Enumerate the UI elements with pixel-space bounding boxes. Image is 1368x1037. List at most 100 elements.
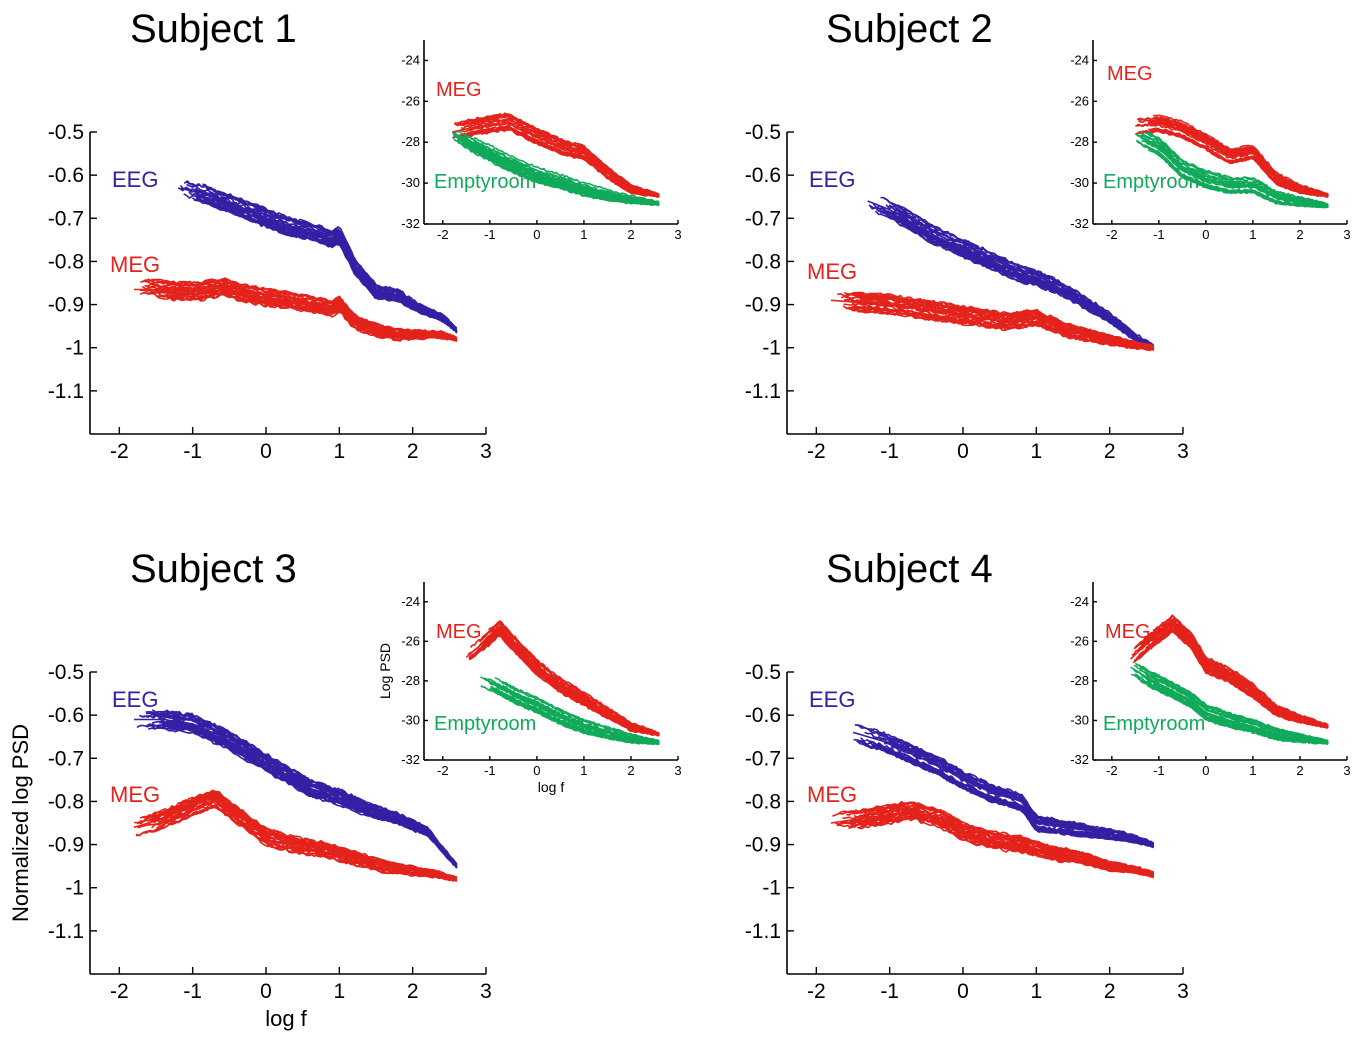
subject3-main-x-tick-label: -1 <box>183 980 202 1003</box>
subject3-inset-y-tick-label: -28 <box>401 673 420 688</box>
subject1-main-trace-meg <box>152 280 458 340</box>
subject4-inset-x-tick-label: 0 <box>1202 763 1209 778</box>
subject4-inset-series-emptyroom <box>1130 662 1329 745</box>
subject2-main-label-eeg: EEG <box>809 167 855 192</box>
subject2-inset-x-tick-label: 2 <box>1296 227 1303 242</box>
subject4-inset-y-tick-label: -26 <box>1070 633 1089 648</box>
subject1-main-trace-meg <box>169 293 457 342</box>
subject2-inset-series-emptyroom <box>1134 130 1329 209</box>
subject2-main-y-tick-label: -0.8 <box>745 250 781 273</box>
subject4-inset-trace-meg <box>1137 629 1329 729</box>
subject1-main-x-tick-label: -1 <box>183 440 202 463</box>
subject2-main-y-tick-label: -0.9 <box>745 294 781 317</box>
subject4-main-trace-eeg <box>870 745 1154 847</box>
subject1-main-x-tick-label: 3 <box>480 440 492 463</box>
subject4-main-series-eeg <box>852 724 1155 849</box>
subject2-main-x-tick-label: 0 <box>957 440 969 463</box>
subject3-main-series-meg <box>133 789 458 883</box>
subject3-main-y-tick-label: -0.6 <box>48 704 84 727</box>
subject3-inset-trace-meg <box>488 620 660 735</box>
subject2-main-series-meg <box>830 291 1155 352</box>
subject2-inset-trace-emptyroom <box>1146 131 1329 206</box>
subject3-main-trace-meg <box>146 791 457 881</box>
subject4-inset-trace-meg <box>1152 625 1329 729</box>
subject4-inset-trace-meg <box>1141 618 1329 726</box>
subject3-main-y-tick-label: -0.9 <box>48 834 84 857</box>
subject2-inset-x-tick-label: 1 <box>1249 227 1256 242</box>
subject3-main-series-line-eeg <box>134 718 458 867</box>
subject1-inset-y-tick-label: -32 <box>401 216 420 231</box>
subject3-main-series-line-meg <box>133 796 457 880</box>
subject3-main-label-eeg: EEG <box>112 687 158 712</box>
subject4-inset-axes: -2 -1 0 1 2 3 -24 -26 -28 -30 -32 <box>1070 582 1351 778</box>
subject3-inset-x-label: log f <box>538 779 565 795</box>
subject4-inset-x-tick-label: 3 <box>1343 763 1350 778</box>
subject1-inset-trace-emptyroom <box>456 139 660 206</box>
subject2-main-x-tick-label: -1 <box>880 440 899 463</box>
subject3-main-x-tick-label: 3 <box>480 980 492 1003</box>
subject3-main-series-eeg <box>134 709 458 869</box>
subject1-inset-x-tick-label: 2 <box>627 227 634 242</box>
subject1-main-trace-meg <box>155 292 458 342</box>
subject4-main-trace-eeg <box>857 724 1154 845</box>
subject1-main-trace-eeg <box>183 193 458 334</box>
subject1-inset-trace-emptyroom <box>473 137 660 203</box>
subject4-main-y-tick-label: -0.5 <box>745 661 781 684</box>
subject1-inset-x-tick-label: -1 <box>484 227 496 242</box>
subject3-inset-series-meg <box>465 620 660 737</box>
subject3-inset-trace-emptyroom <box>480 685 660 745</box>
subject3-inset-axes: -2 -1 0 1 2 3 -24 -26 -28 -30 -32 <box>401 582 682 778</box>
subject2-main-y-tick-label: -1 <box>762 337 781 360</box>
subject4-inset-x-tick-label: 2 <box>1296 763 1303 778</box>
subject4-inset-trace-emptyroom <box>1150 674 1329 743</box>
subject1-inset-series-emptyroom <box>451 130 660 207</box>
subject3-main-y-tick-label: -0.8 <box>48 790 84 813</box>
subject3-inset-x-tick-label: 3 <box>674 763 681 778</box>
subject4-main-y-tick-label: -1 <box>762 877 781 900</box>
subject2-main-trace-meg <box>845 306 1154 350</box>
subject2-main-x-tick-label: 1 <box>1030 440 1042 463</box>
subject1-main-x-tick-label: 2 <box>407 440 419 463</box>
subject2-inset-label-meg: MEG <box>1107 63 1153 85</box>
subject1-main-x-tick-label: 0 <box>260 440 272 463</box>
subject4-main-trace-meg <box>858 817 1154 879</box>
subject4-main-x-tick-label: -1 <box>880 980 899 1003</box>
subject2-main-x-tick-label: -2 <box>807 440 826 463</box>
subject3-main-trace-meg <box>135 806 457 882</box>
subject2-title: Subject 2 <box>826 7 993 51</box>
subject2-main-y-tick-label: -0.7 <box>745 207 781 230</box>
subject1-main-y-tick-label: -0.6 <box>48 164 84 187</box>
subject2-main-trace-meg <box>857 302 1155 351</box>
subject2-inset-trace-emptyroom <box>1148 149 1329 209</box>
subject4-title: Subject 4 <box>826 547 993 591</box>
subject2-main-y-tick-label: -0.5 <box>745 121 781 144</box>
subject1-inset-series-line-emptyroom <box>451 131 660 205</box>
subject3-main-label-meg: MEG <box>110 782 160 807</box>
subject3-inset-x-tick-label: -1 <box>484 763 496 778</box>
subject1-main-y-tick-label: -0.9 <box>48 294 84 317</box>
subject2-inset-series-meg <box>1135 114 1329 198</box>
subject1-main-series-line-eeg <box>177 187 458 332</box>
subject1-main-label-eeg: EEG <box>112 167 158 192</box>
subject4-inset-y-tick-label: -30 <box>1070 712 1089 727</box>
subject4-inset-label-emptyroom: Emptyroom <box>1103 713 1205 735</box>
subject4-main-x-tick-label: 2 <box>1104 980 1116 1003</box>
subject4-inset-x-tick-label: -1 <box>1153 763 1165 778</box>
subject4-main-trace-meg <box>851 803 1154 875</box>
subject2-main-trace-eeg <box>888 204 1154 348</box>
subject3-title: Subject 3 <box>130 547 297 591</box>
subject2-inset-trace-meg <box>1155 115 1329 196</box>
subject2-inset-label-emptyroom: Emptyroom <box>1103 171 1205 193</box>
subject1-title: Subject 1 <box>130 7 297 51</box>
subject1-main-y-tick-label: -1 <box>65 337 84 360</box>
subject2-main-trace-meg <box>855 298 1154 348</box>
subject3-main-trace-eeg <box>148 711 458 868</box>
subject3-inset-y-tick-label: -32 <box>401 752 420 767</box>
subject1-main-trace-eeg <box>179 187 458 332</box>
subject4-inset-x-tick-label: -2 <box>1106 763 1118 778</box>
subject3-inset-x-tick-label: 2 <box>627 763 634 778</box>
subject4-inset-label-meg: MEG <box>1105 621 1151 643</box>
subject3-inset-label-emptyroom: Emptyroom <box>434 713 536 735</box>
subject2-main-trace-meg <box>843 291 1155 348</box>
subject3-main-trace-eeg <box>158 716 458 865</box>
